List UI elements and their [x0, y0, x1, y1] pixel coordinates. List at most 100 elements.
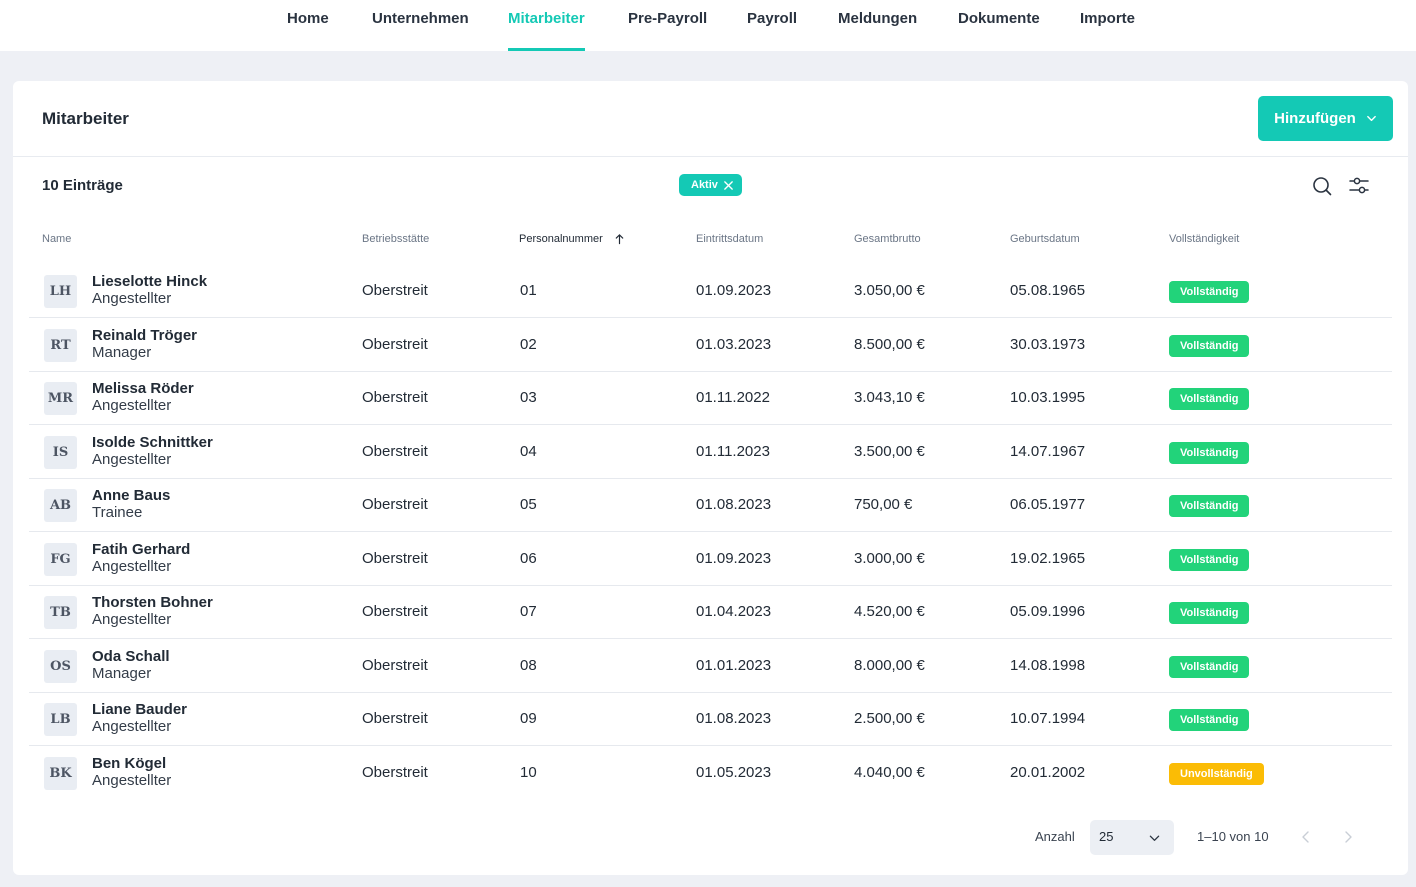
employee-role: Trainee [92, 504, 143, 521]
page-size-select[interactable]: 25 [1090, 820, 1174, 855]
column-header-number[interactable]: Personalnummer [519, 233, 625, 245]
tab-meldungen[interactable]: Meldungen [838, 10, 918, 27]
table-row[interactable]: BK Ben Kögel Angestellter Oberstreit 10 01.05… [29, 746, 1392, 800]
birth-date-cell: 30.03.1973 [1010, 336, 1086, 353]
personnel-number-cell: 10 [520, 764, 537, 781]
employee-role: Angestellter [92, 772, 172, 789]
entries-count: 10 Einträge [42, 177, 123, 194]
birth-date-cell: 14.08.1998 [1010, 657, 1086, 674]
status-badge: Vollständig [1169, 656, 1250, 678]
status-badge: Unvollständig [1169, 763, 1264, 785]
filter-chip-label: Aktiv [691, 179, 718, 191]
birth-date-cell: 10.07.1994 [1010, 710, 1086, 727]
employee-role: Angestellter [92, 451, 172, 468]
sliders-icon[interactable] [1348, 175, 1370, 197]
employee-role: Manager [92, 344, 152, 361]
employee-name[interactable]: Fatih Gerhard [92, 541, 191, 558]
entry-date-cell: 01.09.2023 [696, 282, 772, 299]
site-cell: Oberstreit [362, 710, 428, 727]
avatar: BK [44, 757, 77, 790]
employees-card: Mitarbeiter Hinzufügen 10 Einträge Aktiv… [13, 81, 1408, 875]
employee-name[interactable]: Liane Bauder [92, 701, 188, 718]
entry-date-cell: 01.04.2023 [696, 603, 772, 620]
table-row[interactable]: MR Melissa Röder Angestellter Oberstreit 03 0… [29, 371, 1392, 425]
site-cell: Oberstreit [362, 389, 428, 406]
search-icon[interactable] [1311, 175, 1333, 197]
site-cell: Oberstreit [362, 657, 428, 674]
column-header-site[interactable]: Betriebsstätte [362, 233, 430, 245]
tab-payroll[interactable]: Payroll [747, 10, 798, 27]
gross-salary-cell: 4.520,00 € [854, 603, 925, 620]
tab-dokumente[interactable]: Dokumente [958, 10, 1040, 27]
avatar: LB [44, 703, 77, 736]
personnel-number-cell: 08 [520, 657, 537, 674]
personnel-number-cell: 04 [520, 443, 537, 460]
tab-pre-payroll[interactable]: Pre-Payroll [628, 10, 708, 27]
birth-date-cell: 14.07.1967 [1010, 443, 1086, 460]
chevron-right-icon[interactable] [1342, 830, 1354, 844]
table-row[interactable]: FG Fatih Gerhard Angestellter Oberstreit 06 0… [29, 532, 1392, 586]
personnel-number-cell: 03 [520, 389, 537, 406]
table-row[interactable]: AB Anne Baus Trainee Oberstreit 05 01.08.2023… [29, 478, 1392, 532]
employee-name[interactable]: Lieselotte Hinck [92, 273, 208, 290]
close-icon[interactable] [723, 180, 734, 191]
column-header-gross[interactable]: Gesamtbrutto [854, 233, 921, 245]
employee-name[interactable]: Thorsten Bohner [92, 594, 213, 611]
birth-date-cell: 10.03.1995 [1010, 389, 1086, 406]
column-header-name[interactable]: Name [42, 233, 72, 245]
table-row[interactable]: OS Oda Schall Manager Oberstreit 08 01.01.202… [29, 639, 1392, 693]
personnel-number-cell: 02 [520, 336, 537, 353]
gross-salary-cell: 3.000,00 € [854, 550, 925, 567]
entry-date-cell: 01.08.2023 [696, 710, 772, 727]
gross-salary-cell: 3.050,00 € [854, 282, 925, 299]
page-size-label: Anzahl [1035, 829, 1075, 844]
status-badge: Vollständig [1169, 495, 1250, 517]
tab-home[interactable]: Home [287, 10, 329, 27]
add-employee-button[interactable]: Hinzufügen [1258, 96, 1393, 141]
column-header-number-label: Personalnummer [519, 233, 603, 245]
table-row[interactable]: LH Lieselotte Hinck Angestellter Oberstreit… [29, 264, 1392, 318]
gross-salary-cell: 3.500,00 € [854, 443, 925, 460]
birth-date-cell: 05.08.1965 [1010, 282, 1086, 299]
employee-name[interactable]: Isolde Schnittker [92, 434, 213, 451]
employee-name[interactable]: Melissa Röder [92, 380, 194, 397]
employee-name[interactable]: Reinald Tröger [92, 327, 198, 344]
column-header-entry-date[interactable]: Eintrittsdatum [696, 233, 764, 245]
employee-role: Angestellter [92, 611, 172, 628]
status-badge: Vollständig [1169, 549, 1250, 571]
tab-importe[interactable]: Importe [1080, 10, 1136, 27]
gross-salary-cell: 8.500,00 € [854, 336, 925, 353]
site-cell: Oberstreit [362, 603, 428, 620]
pagination-range: 1–10 von 10 [1197, 829, 1269, 844]
column-header-completeness[interactable]: Vollständigkeit [1169, 233, 1240, 245]
tab-mitarbeiter[interactable]: Mitarbeiter [508, 0, 585, 51]
arrow-up-icon [615, 234, 624, 245]
entry-date-cell: 01.05.2023 [696, 764, 772, 781]
gross-salary-cell: 750,00 € [854, 496, 913, 513]
table-row[interactable]: IS Isolde Schnittker Angestellter Oberstrei… [29, 425, 1392, 479]
column-header-birth-date[interactable]: Geburtsdatum [1010, 233, 1080, 245]
entry-date-cell: 01.11.2023 [696, 443, 770, 460]
table-row[interactable]: LB Liane Bauder Angestellter Oberstreit 09 01… [29, 692, 1392, 746]
page-size-value: 25 [1099, 829, 1114, 844]
avatar: AB [44, 489, 77, 522]
tab-unternehmen[interactable]: Unternehmen [372, 10, 469, 27]
avatar: TB [44, 596, 77, 629]
employee-role: Angestellter [92, 718, 172, 735]
employee-name[interactable]: Anne Baus [92, 487, 171, 504]
personnel-number-cell: 07 [520, 603, 537, 620]
gross-salary-cell: 8.000,00 € [854, 657, 925, 674]
employee-name[interactable]: Ben Kögel [92, 755, 167, 772]
avatar: FG [44, 543, 77, 576]
add-button-label: Hinzufügen [1274, 110, 1356, 127]
table-row[interactable]: RT Reinald Tröger Manager Oberstreit 02 01.03… [29, 318, 1392, 372]
filter-chip-active[interactable]: Aktiv [679, 174, 742, 196]
chevron-down-icon [1366, 115, 1376, 122]
table-row[interactable]: TB Thorsten Bohner Angestellter Oberstreit 0… [29, 585, 1392, 639]
chevron-left-icon[interactable] [1300, 830, 1312, 844]
employee-name[interactable]: Oda Schall [92, 648, 170, 665]
avatar: LH [44, 275, 77, 308]
entry-date-cell: 01.08.2023 [696, 496, 772, 513]
top-navigation: Home Unternehmen Mitarbeiter Pre-Payroll… [0, 0, 1416, 51]
status-badge: Vollständig [1169, 709, 1250, 731]
